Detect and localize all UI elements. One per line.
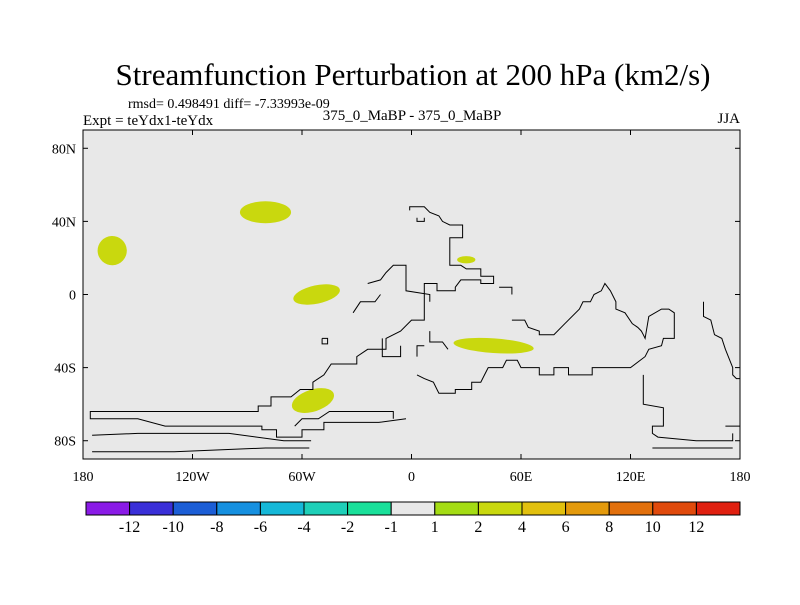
anomaly-4 (293, 284, 340, 305)
coastlines (89, 206, 740, 453)
anomaly-5 (83, 320, 120, 350)
coastline-3 (92, 432, 312, 442)
anomaly-7 (291, 388, 335, 413)
colorbar-swatch-10 (477, 501, 523, 516)
colorbar-label: 8 (605, 519, 613, 536)
colorbar-label: 2 (474, 519, 482, 536)
axis-ticks: 180 120W 60W 0 60E 120E 180 80N 40N 0 40S 80S (52, 130, 751, 485)
coastline-5 (321, 337, 329, 345)
colorbar-label: -10 (163, 519, 184, 536)
colorbar-swatch-11 (521, 501, 567, 516)
colorbar-swatch-2 (129, 501, 174, 516)
coastline-7 (416, 345, 425, 357)
colorbar-label: 1 (431, 519, 439, 536)
y-tick-label: 80N (52, 142, 76, 157)
colorbar-swatch-4 (216, 501, 261, 516)
colorbar-swatch-3 (172, 501, 218, 516)
coastline-12 (499, 286, 513, 295)
colorbar-swatch-12 (565, 501, 610, 516)
x-tick-label: 120W (175, 470, 210, 485)
anomaly-9 (453, 337, 534, 354)
colorbar-label: 6 (562, 519, 570, 536)
colorbar-label: 10 (645, 519, 661, 536)
colorbar-label: -6 (254, 519, 267, 536)
x-tick-label: 120E (616, 470, 646, 485)
plot-area (83, 130, 740, 459)
colorbar-swatch-15 (695, 501, 741, 516)
season-label: JJA (717, 111, 740, 127)
experiment-label: Expt = teYdx1-teYdx (83, 113, 214, 129)
x-tick-label: 60E (510, 470, 533, 485)
anomaly-3 (247, 248, 288, 268)
stats-line: rmsd= 0.498491 diff= -7.33993e-09 (128, 97, 330, 112)
coastline-16 (725, 415, 740, 427)
coastline-11 (416, 217, 425, 222)
y-tick-label: 80S (54, 435, 76, 450)
colorbar-label: -2 (341, 519, 354, 536)
anomaly-10 (712, 210, 724, 218)
colorbar-label: 4 (518, 519, 526, 536)
colorbar-label: -4 (297, 519, 310, 536)
colorbar-swatch-6 (303, 501, 349, 516)
colorbar-swatch-1 (85, 501, 131, 516)
colorbar-swatch-13 (608, 501, 654, 516)
colorbar-swatch-5 (259, 501, 305, 516)
colorbar-label: -12 (119, 519, 140, 536)
x-tick-label: 180 (730, 470, 751, 485)
coastline-13 (416, 282, 675, 394)
anomaly-11 (734, 322, 740, 348)
colorbar-swatch-14 (652, 501, 697, 516)
coastline-15 (642, 374, 734, 442)
x-tick-label: 180 (73, 470, 94, 485)
y-tick-label: 40N (52, 215, 76, 230)
anomaly-6 (179, 337, 260, 369)
colorbar-swatch-7 (347, 501, 392, 516)
coastline-14 (703, 301, 740, 380)
coastline-6 (381, 338, 402, 358)
coastline-10 (429, 331, 449, 350)
anomaly-8 (457, 256, 476, 264)
chart-title: Streamfunction Perturbation at 200 hPa (… (116, 57, 711, 92)
coastline-4 (92, 447, 310, 453)
colorbar-swatch-9 (434, 501, 479, 516)
colorbar-label: -8 (210, 519, 223, 536)
x-tick-label: 0 (408, 470, 415, 485)
coastline-1 (89, 206, 495, 438)
coastline-8 (352, 294, 381, 314)
coastline-2 (294, 411, 394, 427)
anomaly-2 (239, 201, 292, 224)
colorbar-swatch-8 (390, 501, 436, 516)
case-label: 375_0_MaBP - 375_0_MaBP (323, 108, 502, 124)
colorbar: -12 -10 -8 -6 -4 -2 -1 1 2 4 6 8 10 12 (85, 501, 741, 536)
y-tick-label: 0 (69, 289, 76, 304)
colorbar-label: -1 (385, 519, 398, 536)
colorbar-label: 12 (688, 519, 704, 536)
x-tick-label: 60W (288, 470, 316, 485)
coastline-9 (367, 264, 431, 302)
y-tick-label: 40S (54, 362, 76, 377)
anomaly-fills (83, 201, 740, 413)
anomaly-1 (97, 236, 127, 266)
